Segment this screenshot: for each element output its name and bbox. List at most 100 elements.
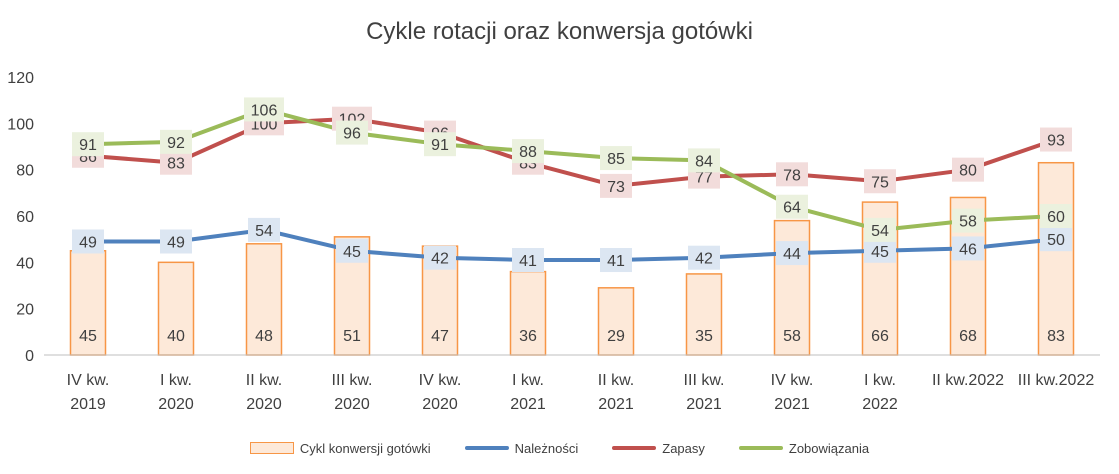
legend-item-bars: Cykl konwersji gotówki bbox=[249, 440, 431, 456]
bar-data-label: 48 bbox=[255, 328, 273, 345]
x-tick-label: 2021 bbox=[774, 396, 810, 413]
data-label: 49 bbox=[167, 234, 185, 251]
data-label-bg bbox=[864, 169, 896, 194]
y-tick-label: 60 bbox=[16, 209, 34, 226]
data-label-bg bbox=[952, 236, 984, 261]
data-label: 45 bbox=[343, 244, 361, 261]
legend-item-zobowiazania: Zobowiązania bbox=[738, 440, 870, 456]
legend-label-bars: Cykl konwersji gotówki bbox=[299, 440, 431, 456]
x-tick-label: 2020 bbox=[334, 396, 370, 413]
data-label-bg bbox=[1040, 204, 1072, 228]
data-label-bg bbox=[160, 150, 192, 175]
data-label: 50 bbox=[1047, 232, 1065, 249]
data-label-bg bbox=[244, 97, 284, 122]
y-tick-label: 80 bbox=[16, 163, 34, 180]
data-label-bg bbox=[336, 238, 368, 263]
data-label-bg bbox=[512, 139, 544, 164]
data-label-bg bbox=[248, 217, 280, 242]
x-tick-label: III kw. bbox=[684, 372, 725, 389]
legend-label-zobowiazania: Zobowiązania bbox=[788, 440, 870, 456]
data-label-bg bbox=[952, 157, 984, 182]
data-label: 42 bbox=[695, 251, 713, 268]
y-tick-label: 100 bbox=[7, 116, 34, 133]
data-label: 106 bbox=[251, 102, 278, 119]
data-label-bg bbox=[864, 217, 896, 242]
data-label: 41 bbox=[607, 253, 625, 270]
data-label: 64 bbox=[783, 200, 801, 217]
bar bbox=[1037, 161, 1075, 356]
bar-data-label: 45 bbox=[79, 328, 97, 345]
data-label-bg bbox=[776, 194, 808, 219]
data-label: 73 bbox=[607, 179, 625, 196]
x-tick-label: I kw. bbox=[864, 372, 896, 389]
bar-data-label: 40 bbox=[167, 328, 185, 345]
legend-swatch-bars bbox=[249, 442, 294, 454]
bar-data-label: 29 bbox=[607, 328, 625, 345]
data-label-bg bbox=[512, 248, 544, 273]
data-label: 84 bbox=[695, 153, 713, 170]
x-tick-label: IV kw. bbox=[771, 372, 814, 389]
legend-item-naleznosci: Należności bbox=[464, 441, 578, 456]
data-label: 85 bbox=[607, 151, 625, 168]
bar-data-label: 36 bbox=[519, 328, 537, 345]
chart-plot: 0 20 40 60 80 100 120 45 40 48 51 47 36 29 35 58 66 68 83 I… bbox=[7, 70, 1100, 413]
legend-item-zapasy: Zapasy bbox=[612, 441, 705, 456]
x-tick-label: II kw. bbox=[598, 372, 634, 389]
data-label: 41 bbox=[519, 253, 537, 270]
data-label: 44 bbox=[783, 246, 801, 263]
x-tick-label: III kw. bbox=[332, 372, 373, 389]
data-label-bg bbox=[1040, 227, 1072, 252]
data-label: 60 bbox=[1047, 209, 1065, 226]
bar bbox=[245, 243, 283, 356]
x-tick-label: 2021 bbox=[598, 396, 634, 413]
data-label-bg bbox=[688, 148, 720, 173]
data-label: 88 bbox=[519, 144, 537, 161]
legend-swatch-naleznosci bbox=[464, 446, 509, 450]
x-tick-label: I kw. bbox=[160, 372, 192, 389]
x-tick-label: 2022 bbox=[862, 396, 898, 413]
bar-data-label: 47 bbox=[431, 328, 449, 345]
data-label-bg bbox=[776, 162, 808, 187]
bar-data-label: 68 bbox=[959, 328, 977, 345]
data-label: 80 bbox=[959, 163, 977, 180]
x-tick-label: II kw. bbox=[246, 372, 282, 389]
data-label-bg bbox=[72, 229, 104, 254]
x-tick-label: 2020 bbox=[422, 396, 458, 413]
data-label-bg bbox=[688, 245, 720, 270]
y-tick-label: 20 bbox=[16, 302, 34, 319]
bar-data-label: 66 bbox=[871, 328, 889, 345]
legend-swatch-zapasy bbox=[612, 446, 657, 450]
data-label: 78 bbox=[783, 167, 801, 184]
data-label-bg bbox=[1040, 127, 1072, 152]
bar-data-label: 35 bbox=[695, 328, 713, 345]
y-tick-label: 40 bbox=[16, 255, 34, 272]
data-label-bg bbox=[776, 241, 808, 266]
legend-swatch-zobowiazania bbox=[738, 446, 783, 450]
x-tick-label: 2021 bbox=[510, 396, 546, 413]
data-label: 54 bbox=[255, 223, 273, 240]
data-label-bg bbox=[600, 146, 632, 171]
x-tick-label: I kw. bbox=[512, 372, 544, 389]
data-label-bg bbox=[600, 248, 632, 273]
chart-legend: Cykl konwersji gotówki Należności Zapasy… bbox=[0, 436, 1119, 460]
data-label-bg bbox=[952, 208, 984, 233]
data-label: 93 bbox=[1047, 133, 1065, 150]
x-tick-label: 2021 bbox=[686, 396, 722, 413]
series-line-1 bbox=[86, 227, 1058, 262]
series-line-3 bbox=[86, 107, 1058, 232]
data-label-bg bbox=[424, 245, 456, 270]
x-tick-label: 2020 bbox=[158, 396, 194, 413]
data-label: 54 bbox=[871, 223, 889, 240]
y-tick-label: 0 bbox=[25, 348, 34, 365]
x-tick-label: IV kw. bbox=[67, 372, 110, 389]
data-label: 46 bbox=[959, 241, 977, 258]
data-label-bg bbox=[160, 129, 192, 154]
x-tick-label: 2019 bbox=[70, 396, 106, 413]
bar-data-label: 83 bbox=[1047, 328, 1065, 345]
bar bbox=[157, 261, 195, 356]
x-tick-label: 2020 bbox=[246, 396, 282, 413]
data-label: 45 bbox=[871, 244, 889, 261]
data-label: 92 bbox=[167, 135, 185, 152]
bar-data-label: 51 bbox=[343, 328, 361, 345]
x-tick-label: III kw.2022 bbox=[1018, 372, 1095, 389]
